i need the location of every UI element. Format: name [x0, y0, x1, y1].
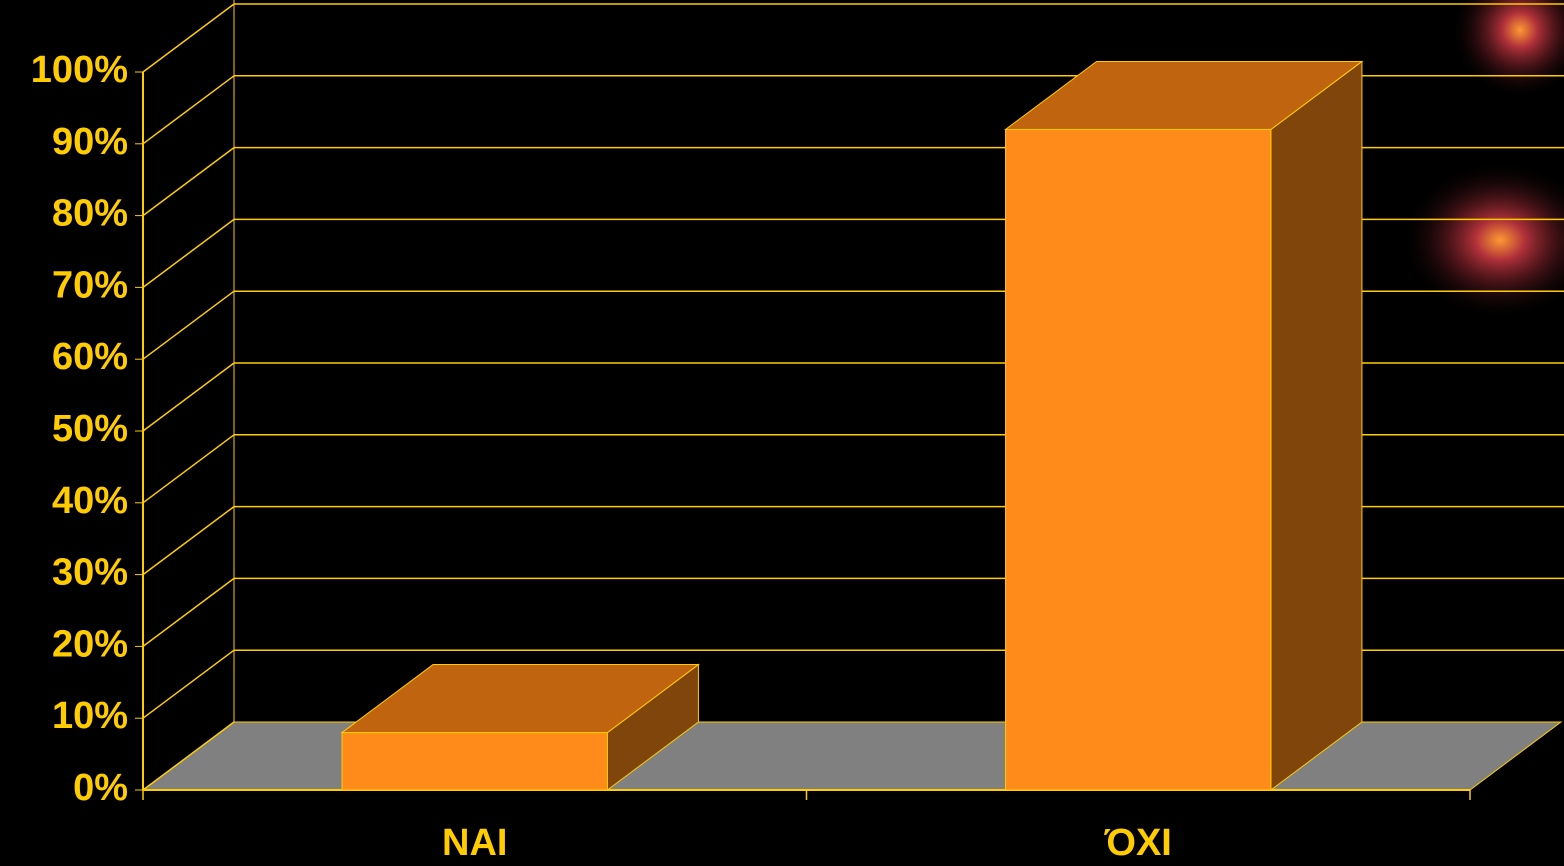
grid-line [142, 362, 235, 432]
bar [341, 732, 608, 791]
grid-line [142, 505, 235, 576]
y-tick-label: 20% [52, 623, 128, 665]
plot-area: 0% 10% 20% 30% 40% 50% 60% 70% 80% 90% 100% NAI ΌΧΙ [31, 0, 1564, 864]
x-tick-label: NAI [442, 822, 507, 864]
grid-line [142, 577, 235, 648]
grid-line [142, 218, 235, 289]
grid-line [142, 649, 235, 719]
grid-line [142, 434, 235, 504]
grid-line [142, 146, 235, 217]
x-tick-label: ΌΧΙ [1104, 822, 1172, 864]
y-tick-label: 10% [52, 695, 128, 737]
decoration [1400, 160, 1564, 320]
decoration [1450, 0, 1564, 100]
y-tick-label: 40% [52, 480, 128, 522]
y-tick-label: 30% [52, 552, 128, 594]
bar [1005, 128, 1272, 791]
y-tick-label: 90% [52, 121, 128, 163]
grid-line [142, 75, 235, 145]
grid-line [142, 290, 235, 360]
y-tick-label: 60% [52, 336, 128, 378]
grid-line [142, 3, 235, 73]
y-tick-label: 50% [52, 408, 128, 450]
bar-side [1270, 60, 1363, 791]
y-tick-label: 70% [52, 264, 128, 306]
y-tick-label: 0% [73, 767, 128, 809]
grid-line [142, 721, 235, 791]
y-tick-label: 80% [52, 193, 128, 235]
y-tick-label: 100% [31, 49, 128, 91]
